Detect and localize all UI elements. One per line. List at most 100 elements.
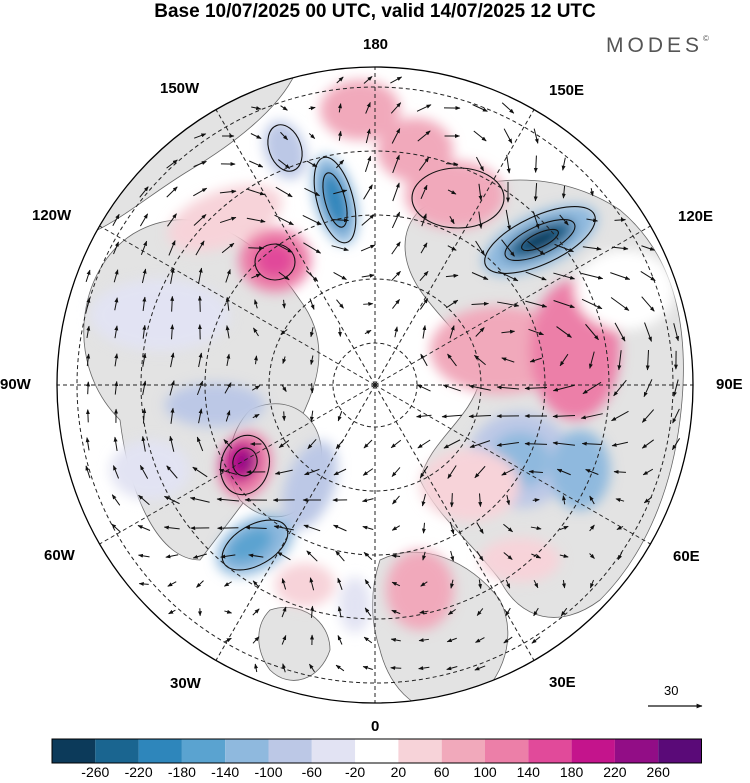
anomaly-patch xyxy=(550,430,610,510)
wind-vector xyxy=(447,189,457,195)
wind-vector xyxy=(196,380,204,396)
wind-vector xyxy=(362,665,373,670)
wind-vector xyxy=(225,325,230,339)
wind-vector xyxy=(589,495,595,505)
colorbar-swatch xyxy=(658,739,702,763)
wind-vector xyxy=(331,218,349,223)
wind-vector xyxy=(166,465,178,479)
wind-vector xyxy=(524,386,548,391)
wind-vector xyxy=(532,211,540,230)
wind-vector xyxy=(252,636,260,644)
wind-vector xyxy=(450,550,455,562)
wind-vector xyxy=(447,245,457,251)
wind-vector xyxy=(446,666,458,671)
wind-vector xyxy=(421,522,426,534)
wind-vector xyxy=(309,577,315,591)
wind-vector xyxy=(443,439,461,449)
wind-vector xyxy=(391,467,401,477)
lon-label-60e: 60E xyxy=(673,548,700,565)
contour-line xyxy=(313,156,357,244)
wind-vector xyxy=(196,580,204,588)
wind-vector xyxy=(478,211,483,229)
wind-vector xyxy=(335,439,345,449)
wind-vector xyxy=(556,468,571,476)
wind-vector xyxy=(364,329,372,335)
wind-vector xyxy=(445,162,459,167)
wind-vector xyxy=(303,524,321,532)
wind-vector xyxy=(474,665,486,671)
wind-vector xyxy=(528,328,544,336)
wind-vector xyxy=(503,552,513,560)
wind-vector xyxy=(421,213,427,227)
contour-line xyxy=(322,172,348,228)
wind-vector xyxy=(249,160,264,168)
wind-vector xyxy=(198,408,203,424)
wind-vector xyxy=(274,469,293,475)
wind-vector xyxy=(613,379,627,397)
wind-vector xyxy=(473,130,487,142)
wind-vector xyxy=(167,581,177,587)
colorbar-frame xyxy=(51,738,702,764)
wind-vector xyxy=(505,579,511,589)
wind-vector xyxy=(333,468,347,476)
wind-vector xyxy=(363,76,373,84)
wind-vector xyxy=(244,525,267,530)
wind-vector xyxy=(447,353,457,367)
anomaly-patch xyxy=(480,538,560,582)
wind-vector xyxy=(643,379,653,398)
wind-vector xyxy=(169,435,175,452)
wind-vector xyxy=(142,352,147,367)
wind-vector xyxy=(168,240,176,256)
wind-vector xyxy=(419,270,429,282)
wind-vector xyxy=(139,213,149,227)
wind-vector xyxy=(364,579,372,589)
wind-vector xyxy=(216,497,240,502)
wind-vector xyxy=(417,439,431,449)
wind-vector xyxy=(478,579,482,590)
wind-vector xyxy=(274,214,294,226)
wind-vector xyxy=(219,216,237,224)
wind-vector xyxy=(363,301,374,306)
wind-vector xyxy=(418,638,429,643)
wind-vector xyxy=(335,159,345,169)
wind-vector xyxy=(338,327,342,337)
wind-vector xyxy=(335,664,345,672)
meridian xyxy=(374,109,535,386)
wind-vector xyxy=(281,634,287,645)
lon-label-60w: 60W xyxy=(44,547,75,564)
wind-vector xyxy=(617,350,622,371)
wind-vector xyxy=(556,326,572,338)
wind-vector xyxy=(310,383,315,394)
wind-vector xyxy=(308,133,316,139)
wind-vector xyxy=(170,407,175,424)
meridian xyxy=(374,384,535,661)
wind-vector xyxy=(420,581,428,587)
wind-vector xyxy=(471,301,489,306)
wind-vector xyxy=(390,102,402,114)
wind-vector xyxy=(166,159,178,169)
wind-vector xyxy=(248,553,264,558)
wind-vector xyxy=(275,186,293,198)
wind-vector xyxy=(390,76,403,84)
wind-vector xyxy=(365,128,371,144)
wind-vector xyxy=(562,495,566,505)
wind-vector xyxy=(337,635,343,645)
wind-vector xyxy=(281,299,286,309)
lon-label-150e: 150E xyxy=(549,82,585,99)
wind-vector xyxy=(533,155,538,173)
modes-logo: MODES© xyxy=(606,34,709,57)
wind-vector xyxy=(142,407,147,424)
wind-vector xyxy=(611,410,629,422)
wind-vector xyxy=(225,269,231,283)
wind-vector xyxy=(138,581,149,586)
anomaly-patch xyxy=(377,118,453,182)
wind-vector xyxy=(361,214,375,226)
contour-line xyxy=(267,124,303,172)
wind-vector xyxy=(416,414,432,419)
wind-vector xyxy=(333,524,347,532)
wind-vector xyxy=(474,465,486,479)
wind-vector xyxy=(588,351,595,369)
wind-vector xyxy=(336,76,344,84)
colorbar-swatch xyxy=(441,739,485,763)
wind-vector xyxy=(610,297,630,311)
